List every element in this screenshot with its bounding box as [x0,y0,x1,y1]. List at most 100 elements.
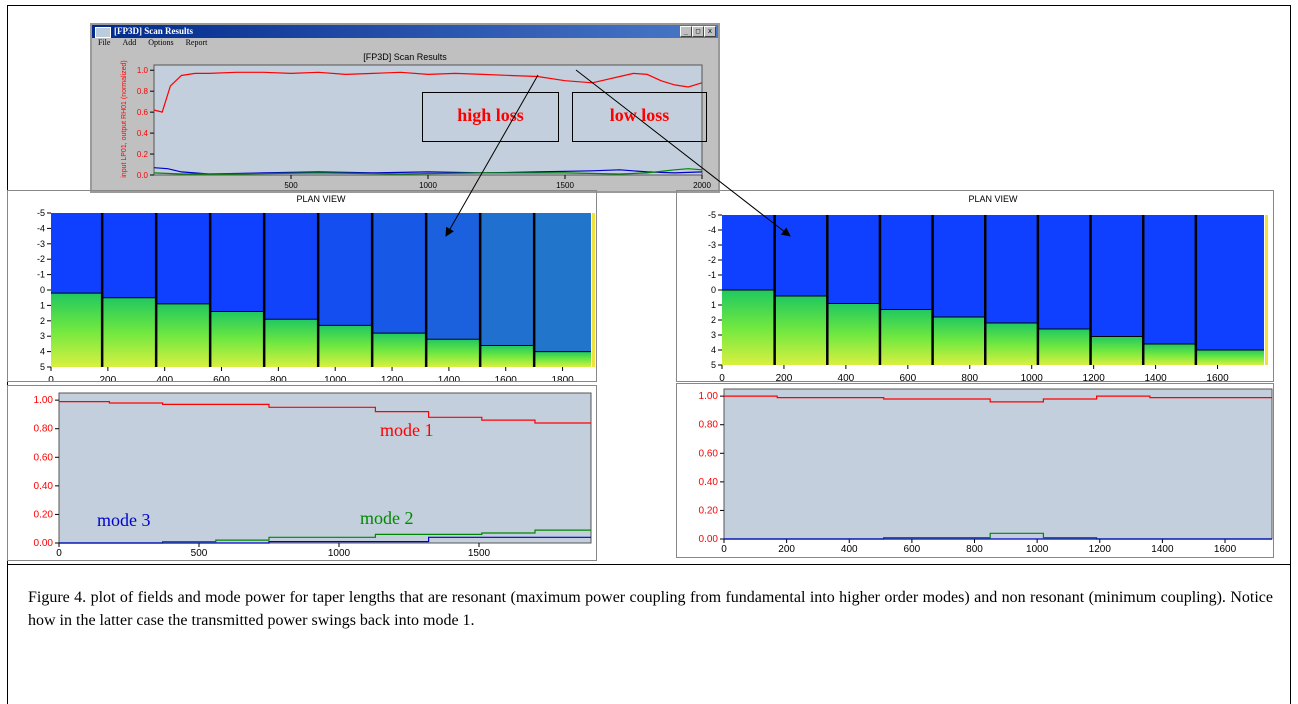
close-button[interactable]: x [704,26,716,37]
series-line-2 [724,532,1272,540]
x-tick-label: 500 [191,548,208,559]
low-loss-label: low loss [609,105,670,125]
x-tick-label: 1400 [438,375,461,382]
field-segment [318,325,373,367]
x-tick-label: 1800 [551,375,574,382]
radiation-haze [480,213,535,346]
field-segment [932,317,986,365]
field-segment [1143,344,1196,365]
mode-2-label: mode 2 [360,508,414,528]
panel-border [7,190,597,382]
x-tick-label: 1000 [1021,373,1044,382]
y-tick-label: 1.00 [699,391,719,402]
y-tick-label: -2 [37,254,45,264]
x-tick-label: 1500 [468,548,491,559]
low-loss-box: low loss [572,92,707,142]
field-segment [1090,336,1144,365]
x-tick-label: 1200 [1083,373,1106,382]
y-tick-label: 0.60 [699,448,719,459]
y-tick-label: 0.0 [137,171,149,180]
x-tick-label: 0 [56,548,62,559]
y-tick-label: 0.20 [699,505,719,516]
x-axis-label: x-parameter [400,188,443,191]
x-tick-label: 1200 [1089,544,1112,555]
field-segment [264,319,319,367]
y-tick-label: 0.40 [699,477,719,488]
x-tick-label: 400 [841,544,858,555]
menu-add[interactable]: Add [122,38,137,47]
x-tick-label: 600 [899,373,916,382]
y-tick-label: -2 [708,255,716,265]
y-tick-label: -3 [708,240,716,250]
y-tick-label: 0.80 [699,420,719,431]
minimize-button[interactable]: _ [680,26,692,37]
y-axis-label: input LP01, output RH01 (normalized) [121,60,128,178]
x-tick-label: 500 [284,181,298,190]
field-segment [827,303,880,365]
y-tick-label: -1 [708,270,716,280]
y-tick-label: 2 [40,316,45,326]
x-tick-label: 800 [270,375,287,382]
y-tick-label: 0 [40,285,45,295]
field-segment [102,297,157,367]
panel-border [7,385,597,561]
field-segment [879,309,933,365]
x-tick-label: 0 [719,373,725,382]
y-tick-label: 5 [711,360,716,370]
x-tick-label: 600 [213,375,230,382]
y-tick-label: 1.00 [34,395,54,406]
field-segment [774,296,828,365]
x-tick-label: 1600 [495,375,518,382]
field-segment [480,345,535,367]
high-loss-label: high loss [457,105,524,125]
x-tick-label: 400 [156,375,173,382]
series-line-1 [59,401,591,424]
x-tick-label: 1400 [1144,373,1167,382]
y-tick-label: 1 [40,300,45,310]
x-tick-label: 200 [99,375,116,382]
app-icon [95,27,111,38]
mode-3-label: mode 3 [97,510,151,530]
menu-bar: File Add Options Report [92,38,718,49]
x-tick-label: 200 [778,544,795,555]
mode-1-label: mode 1 [380,420,434,440]
y-tick-label: 0.40 [34,481,54,492]
plot-area [723,388,1273,540]
x-tick-label: 2000 [693,181,711,190]
colorbar [592,213,595,367]
x-tick-label: 1000 [1026,544,1049,555]
colorbar [1265,215,1268,365]
x-tick-label: 1600 [1214,544,1237,555]
menu-options[interactable]: Options [148,38,174,47]
x-tick-label: 1200 [381,375,404,382]
y-tick-label: 3 [40,331,45,341]
radiation-haze [372,213,427,334]
y-tick-label: 1 [711,300,716,310]
y-tick-label: 0 [711,285,716,295]
high-loss-box: high loss [422,92,559,142]
maximize-button[interactable]: □ [692,26,704,37]
y-tick-label: -1 [37,270,45,280]
field-segment [210,311,265,367]
x-tick-label: 600 [904,544,921,555]
y-tick-label: -5 [708,210,716,220]
menu-file[interactable]: File [98,38,111,47]
series-line-2 [59,529,591,544]
x-tick-label: 200 [776,373,793,382]
radiation-haze [318,213,373,326]
plot-area [58,392,592,544]
y-tick-label: -4 [37,223,45,233]
panel-border [676,383,1274,558]
x-tick-label: 1000 [419,181,437,190]
figure-caption: Figure 4. plot of fields and mode power … [28,589,1273,629]
series-line-3 [59,536,591,544]
menu-report[interactable]: Report [185,38,208,47]
field-segment [722,290,775,365]
field-segment [985,323,1038,365]
y-tick-label: 0.2 [137,150,149,159]
chart-title: [FP3D] Scan Results [363,52,447,62]
radiation-haze [264,213,319,320]
x-tick-label: 800 [966,544,983,555]
